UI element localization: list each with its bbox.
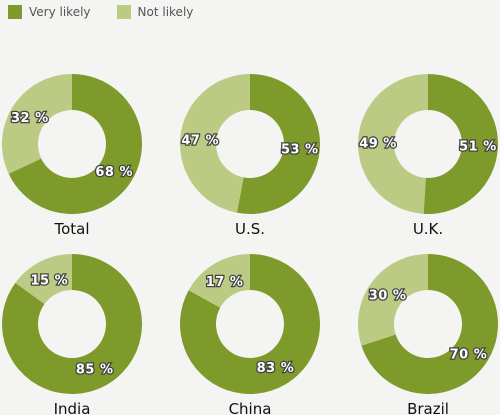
legend-item-not-likely: Not likely <box>116 5 194 19</box>
slice-not-likely <box>1 74 72 174</box>
slice-very-likely <box>423 74 499 214</box>
data-label-very-likely: 70 % <box>450 347 488 362</box>
data-label-very-likely: 85 % <box>76 363 114 378</box>
slice-very-likely <box>1 254 142 395</box>
donut-chart-brazil: 70 % 30 % Brazil <box>357 254 498 415</box>
data-label-not-likely: 47 % <box>181 133 219 148</box>
chart-legend: Very likely Not likely <box>8 5 219 19</box>
legend-label-not-likely: Not likely <box>137 5 194 19</box>
donut-chart-india: 85 % 15 % India <box>1 254 142 415</box>
data-label-very-likely: 83 % <box>257 361 295 376</box>
data-label-not-likely: 15 % <box>30 273 68 288</box>
region-label-brazil: Brazil <box>407 400 449 415</box>
slice-not-likely <box>358 74 428 214</box>
region-label-china: China <box>229 400 272 415</box>
donut-chart-total: 68 % 32 % Total <box>1 74 142 238</box>
legend-item-very-likely: Very likely <box>8 5 91 19</box>
slice-not-likely <box>179 74 250 213</box>
region-label-total: Total <box>53 220 89 238</box>
slice-very-likely <box>179 254 320 394</box>
data-label-not-likely: 49 % <box>359 136 397 151</box>
legend-swatch-very-likely <box>8 5 22 19</box>
data-label-not-likely: 30 % <box>369 289 407 304</box>
region-label-india: India <box>54 400 91 415</box>
donut-chart-uk: 51 % 49 % U.K. <box>358 74 499 238</box>
region-label-uk: U.K. <box>413 220 443 238</box>
slice-not-likely <box>357 254 428 346</box>
slice-very-likely <box>8 74 142 214</box>
slice-not-likely <box>188 254 250 308</box>
slice-very-likely <box>361 254 498 395</box>
legend-label-very-likely: Very likely <box>29 5 91 19</box>
data-label-not-likely: 32 % <box>11 111 49 126</box>
donut-chart-us: 53 % 47 % U.S. <box>179 74 320 238</box>
slice-very-likely <box>236 74 320 214</box>
donut-chart-china: 83 % 17 % China <box>179 254 320 415</box>
legend-swatch-not-likely <box>116 5 131 19</box>
region-label-us: U.S. <box>235 220 265 238</box>
data-label-very-likely: 51 % <box>459 140 497 155</box>
slice-not-likely <box>15 254 72 305</box>
data-label-very-likely: 68 % <box>95 165 133 180</box>
data-label-not-likely: 17 % <box>206 275 244 290</box>
data-label-very-likely: 53 % <box>281 143 319 158</box>
